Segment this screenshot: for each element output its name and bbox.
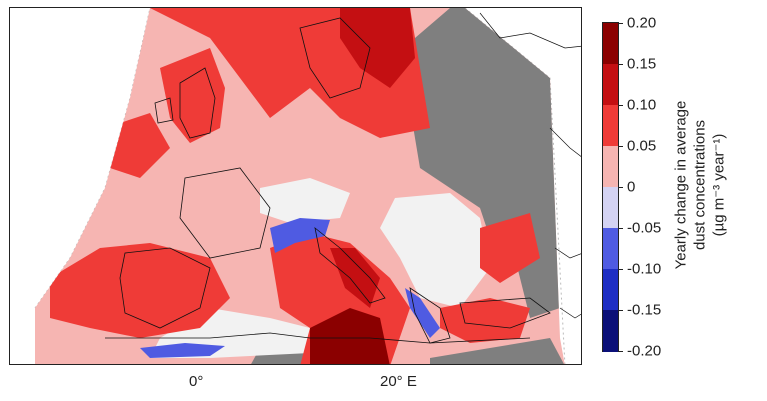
colorbar-tick-label: -0.20 [627,342,662,360]
colorbar-tick-label: 0.20 [627,14,657,32]
border-line-4 [559,307,581,319]
border-line-1 [479,12,581,49]
colorbar-tick-mark [618,228,623,229]
field-red-iberia [50,243,230,338]
no-data-region-africa-east [430,338,565,364]
field-blue-alps [270,218,330,253]
colorbar-tick-label: -0.15 [627,301,662,319]
colorbar-tick-mark [618,105,623,106]
colorbar-title-line1: Yearly change in average [672,100,690,270]
colorbar-tick-label: -0.10 [627,260,662,278]
lon-label-0: 0° [189,373,204,390]
colorbar-title: Yearly change in average dust concentrat… [672,20,729,350]
field-dark-red-italy [330,248,380,308]
colorbar-tick-label: 0.15 [627,55,657,73]
field-blue-north-africa [140,343,225,358]
colorbar-swatch [603,105,618,147]
colorbar-tick-mark [618,23,623,24]
colorbar-tick-mark [618,269,623,270]
colorbar-tick-label: 0.10 [627,96,657,114]
borders-outside-domain [479,12,581,319]
field-red-aegean [440,298,530,343]
colorbar-tick-mark [618,310,623,311]
coastline-iberia [119,247,211,329]
coastline-france [179,167,271,259]
colorbar-tick-mark [618,64,623,65]
lon-label-20e: 20° E [380,373,417,390]
colorbar-swatch [603,64,618,106]
coastline-greece [409,287,451,344]
coastline-turkey [459,297,551,329]
colorbar-swatch [603,269,618,311]
colorbar-units: (µg m⁻³ year⁻¹) [710,133,728,237]
colorbar-tick-label: 0 [627,178,636,196]
colorbar [602,22,619,352]
border-line-3 [554,247,581,259]
field-dark-red-scandinavia [340,8,415,88]
colorbar-tick-label: 0.05 [627,137,657,155]
colorbar-swatch [603,310,618,352]
map-canvas [34,8,581,364]
colorbar-swatch [603,23,618,65]
model-domain [35,8,565,364]
dust-trend-map [9,7,582,365]
coastline-ireland [154,97,174,124]
projection-boundary-west [34,8,151,309]
field-dark-red-libya [310,308,390,364]
colorbar-tick-mark [618,187,623,188]
field-near-zero-balkans [380,193,490,308]
colorbar-tick-mark [618,351,623,352]
field-red-britain [160,48,225,143]
coastlines [105,17,551,344]
colorbar-swatch [603,228,618,270]
field-near-zero-central [260,178,350,223]
colorbar-tick-label: -0.05 [627,219,662,237]
field-red-east [480,213,540,283]
colorbar-swatch [603,146,618,188]
colorbar-tick-mark [618,146,623,147]
colorbar-swatch [603,187,618,229]
field-blue-adriatic [405,288,440,338]
coastline-italy [314,227,386,304]
border-line-2 [549,127,581,157]
coastline-britain [179,67,216,139]
coastline-scandinavia [299,17,371,99]
colorbar-title-line2: dust concentrations [691,119,709,251]
